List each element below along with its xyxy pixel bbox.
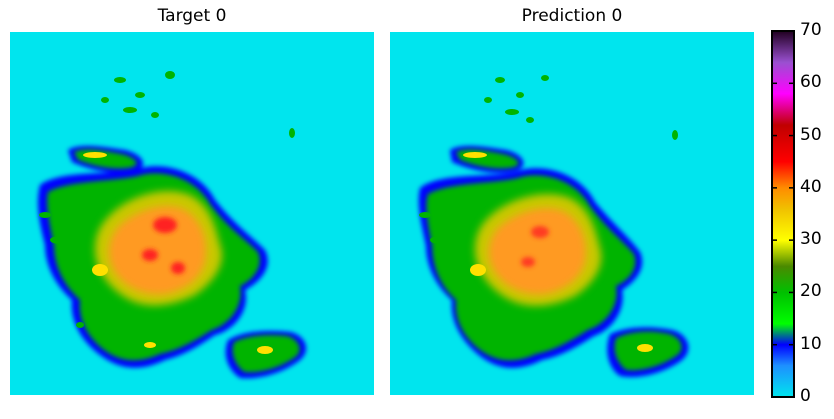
colorbar-tick-label: 20 bbox=[800, 281, 822, 302]
target-panel-title: Target 0 bbox=[157, 6, 227, 26]
prediction-echo-field bbox=[418, 75, 689, 378]
colorbar-tick-label: 60 bbox=[800, 72, 822, 93]
colorbar-gradient bbox=[771, 30, 795, 398]
prediction-panel-title: Prediction 0 bbox=[521, 6, 623, 26]
target-heatmap bbox=[10, 32, 374, 395]
colorbar-tick-label: 40 bbox=[800, 176, 822, 197]
colorbar-tick-label: 70 bbox=[800, 20, 822, 40]
colorbar-tick-label: 50 bbox=[800, 124, 822, 145]
colorbar-tick-label: 30 bbox=[800, 229, 822, 250]
colorbar-ticks bbox=[772, 30, 794, 398]
colorbar-tick-label: 0 bbox=[800, 386, 811, 406]
target-echo-field bbox=[37, 71, 307, 379]
colorbar-tick-label: 10 bbox=[800, 333, 822, 354]
prediction-heatmap bbox=[390, 32, 754, 395]
colorbar bbox=[771, 30, 795, 398]
